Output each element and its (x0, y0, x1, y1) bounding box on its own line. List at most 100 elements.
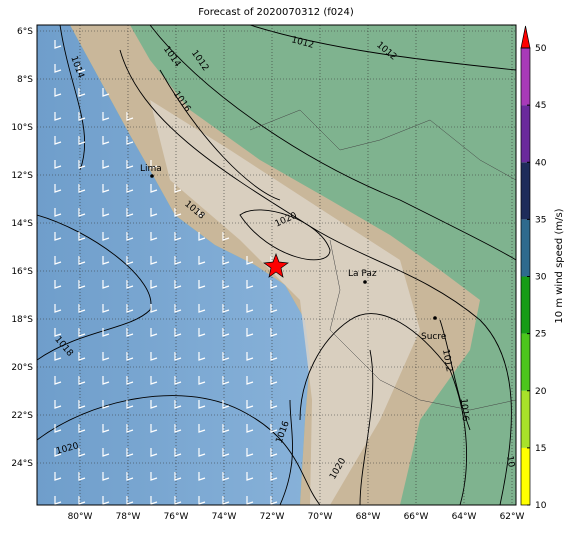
wind-barb (102, 352, 110, 361)
wind-barb (270, 376, 278, 385)
wind-barb (78, 352, 86, 361)
wind-barb (246, 424, 254, 433)
wind-barb (198, 352, 206, 361)
wind-barb (78, 160, 86, 169)
wind-barb (78, 64, 86, 73)
wind-barb (246, 352, 254, 361)
wind-barb (102, 328, 110, 337)
wind-barb (198, 376, 206, 385)
wind-barb (174, 328, 182, 337)
colorbar-segment (521, 105, 530, 163)
wind-barb (126, 376, 134, 385)
colorbar-tick-label: 20 (535, 387, 547, 397)
lat-tick-label: 18°S (11, 315, 33, 325)
lat-tick-label: 20°S (11, 363, 33, 373)
city-dot (433, 316, 437, 320)
wind-barb (102, 232, 110, 241)
wind-barb (150, 472, 158, 481)
lon-tick-label: 80°W (68, 512, 93, 522)
colorbar: 10 15 20 25 30 35 40 45 50 (520, 25, 547, 511)
wind-barb (54, 328, 62, 337)
wind-barb (126, 112, 134, 121)
lon-tick-label: 66°W (404, 512, 429, 522)
lon-tick-label: 64°W (452, 512, 477, 522)
wind-barb (150, 232, 158, 241)
wind-barb (78, 280, 86, 289)
wind-barb (78, 328, 86, 337)
wind-barb (54, 40, 62, 49)
wind-barb (174, 184, 182, 193)
wind-barb (270, 328, 278, 337)
colorbar-tick-label: 50 (535, 44, 547, 54)
wind-barb (78, 496, 86, 505)
wind-barb (270, 280, 278, 289)
lat-tick-label: 16°S (11, 267, 33, 277)
wind-barb (78, 472, 86, 481)
wind-barb (174, 472, 182, 481)
lat-tick-label: 10°S (11, 123, 33, 133)
wind-barb (198, 424, 206, 433)
wind-barbs (54, 40, 278, 505)
lat-tick-label: 24°S (11, 459, 33, 469)
wind-barb (78, 400, 86, 409)
wind-barb (126, 448, 134, 457)
lat-tick-label: 8°S (17, 75, 33, 85)
colorbar-tick-label: 30 (535, 273, 547, 283)
wind-barb (78, 424, 86, 433)
wind-barb (78, 112, 86, 121)
colorbar-segment (521, 276, 530, 334)
wind-barb (246, 472, 254, 481)
wind-barb (78, 136, 86, 145)
wind-barb (102, 472, 110, 481)
wind-barb (150, 304, 158, 313)
wind-barb (174, 424, 182, 433)
wind-barb (246, 448, 254, 457)
wind-barb (150, 208, 158, 217)
wind-barb (102, 112, 110, 121)
wind-barb (126, 184, 134, 193)
wind-barb (246, 400, 254, 409)
wind-barb (246, 376, 254, 385)
lat-tick-label: 12°S (11, 171, 33, 181)
wind-barb (102, 304, 110, 313)
wind-barb (222, 232, 230, 241)
wind-barb (126, 352, 134, 361)
wind-barb (270, 472, 278, 481)
wind-barb (198, 328, 206, 337)
wind-barb (102, 280, 110, 289)
wind-barb (198, 448, 206, 457)
wind-barb (150, 400, 158, 409)
axes: 80°W 78°W 76°W 74°W 72°W 70°W 68°W 66°W 64°W 62°W… (11, 27, 524, 522)
wind-barb (102, 448, 110, 457)
wind-barb (222, 256, 230, 265)
wind-barb (150, 160, 158, 169)
wind-barb (174, 208, 182, 217)
wind-barb (150, 256, 158, 265)
wind-barb (102, 496, 110, 505)
contours (37, 25, 516, 505)
wind-barb (270, 400, 278, 409)
wind-barb (54, 112, 62, 121)
wind-barb (270, 424, 278, 433)
wind-barb (174, 496, 182, 505)
colorbar-segment (521, 390, 530, 448)
wind-barb (270, 448, 278, 457)
wind-barb (198, 496, 206, 505)
colorbar-tick-label: 45 (535, 101, 546, 111)
contour-label: 1012 (440, 349, 454, 373)
wind-barb (270, 352, 278, 361)
wind-barb (54, 208, 62, 217)
wind-barb (174, 232, 182, 241)
wind-barb (78, 448, 86, 457)
city-label: La Paz (348, 269, 377, 279)
wind-barb (222, 280, 230, 289)
wind-barb (246, 304, 254, 313)
wind-barb (54, 376, 62, 385)
wind-barb (126, 496, 134, 505)
wind-barb (54, 88, 62, 97)
wind-barb (198, 280, 206, 289)
lat-tick-label: 14°S (11, 219, 33, 229)
lat-tick-label: 22°S (11, 411, 33, 421)
wind-barb (270, 496, 278, 505)
